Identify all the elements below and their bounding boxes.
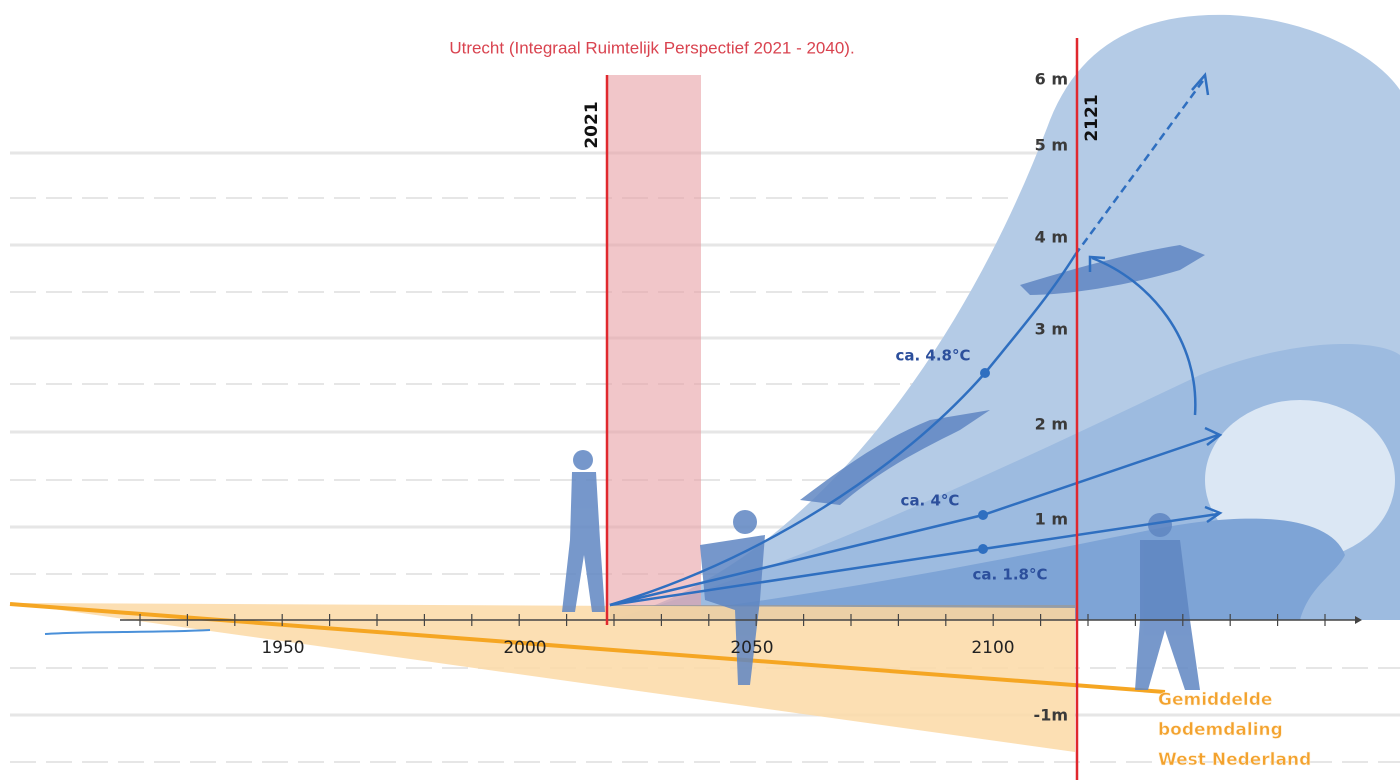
legend-text: Gemiddelde [1158, 690, 1272, 710]
subsidence-line [9, 602, 1166, 694]
legend-text: bodemdaling [1158, 720, 1283, 740]
grid [10, 151, 1400, 763]
scenario-dot [980, 368, 990, 378]
level-label: -1m [1034, 706, 1068, 725]
year-label: 2050 [730, 638, 773, 658]
level-label: 4 m [1035, 228, 1068, 247]
scenario-label: ca. 4°C [901, 492, 960, 510]
arrow-head [1204, 505, 1223, 524]
person-head [573, 450, 593, 470]
caption: Utrecht (Integraal Ruimtelijk Perspectie… [449, 38, 854, 57]
projection-high-extension [1073, 77, 1207, 256]
level-label: 5 m [1035, 136, 1068, 155]
year-label: 1950 [261, 638, 304, 658]
scenario-dot [978, 544, 988, 554]
subsidence-wedge [10, 603, 1075, 752]
projection-high [609, 254, 1077, 607]
runner-head [733, 510, 757, 534]
marker-label: 2121 [1082, 94, 1102, 141]
scenario-label: ca. 4.8°C [895, 347, 970, 365]
wader-head [1148, 513, 1172, 537]
arrow-head [1204, 426, 1223, 446]
year-label: 2100 [971, 638, 1014, 658]
level-label: 1 m [1035, 510, 1068, 529]
period-band [607, 75, 701, 620]
level-label: 2 m [1035, 415, 1068, 434]
wader [1135, 540, 1200, 690]
scenario-label: ca. 1.8°C [972, 566, 1047, 584]
arrow-head [1191, 72, 1210, 96]
legend-text: West Nederland [1158, 750, 1311, 770]
historic-line [44, 629, 211, 635]
marker-label: 2021 [582, 101, 602, 148]
curved-arrow [1091, 256, 1197, 416]
x-axis-arrow [1355, 616, 1362, 624]
year-label: 2000 [503, 638, 546, 658]
diver [1020, 245, 1205, 295]
level-label: 6 m [1035, 70, 1068, 89]
level-label: 3 m [1035, 320, 1068, 339]
x-ticks [139, 614, 1326, 626]
scenario-dot [978, 510, 988, 520]
arrow-head [1088, 255, 1106, 272]
person [562, 472, 605, 612]
